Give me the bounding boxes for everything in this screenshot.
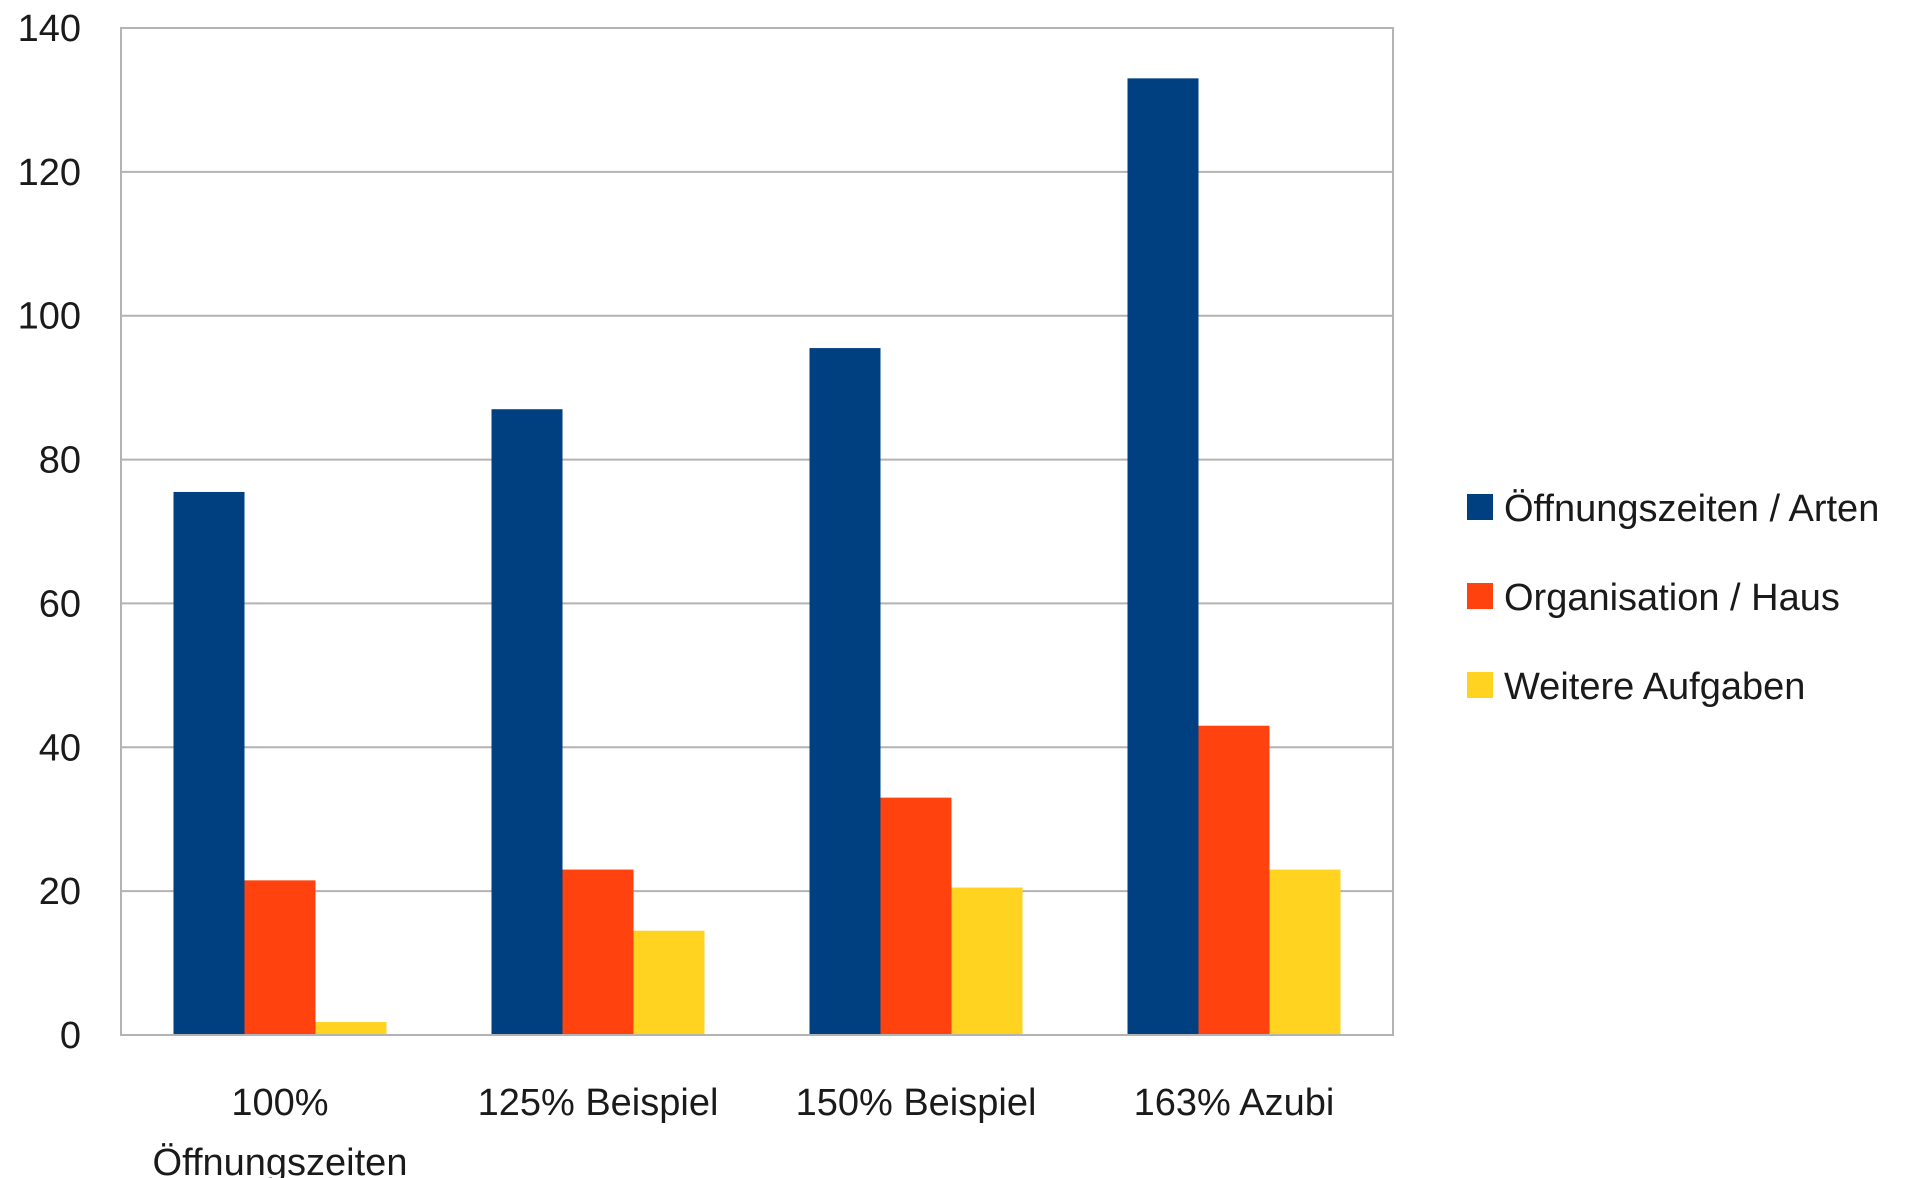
legend-swatch	[1467, 494, 1493, 520]
y-axis-ticks: 0 20 40 60 80 100 120 140	[18, 8, 81, 1057]
bar-oeffnungszeiten-arten	[173, 491, 245, 1035]
bar-organisation-haus	[562, 869, 634, 1035]
y-tick-label: 20	[39, 871, 81, 913]
x-axis-categories: 100% Öffnungszeiten 125% Beispiel 150% Beis…	[153, 1082, 1335, 1178]
y-tick-label: 60	[39, 583, 81, 625]
legend-swatch	[1467, 672, 1493, 698]
bar-organisation-haus	[244, 880, 316, 1035]
x-category-label: 163% Azubi	[1134, 1082, 1335, 1124]
bar-weitere-aufgaben	[315, 1022, 387, 1035]
bar-organisation-haus	[1198, 725, 1270, 1035]
legend-swatch	[1467, 583, 1493, 609]
bar-organisation-haus	[880, 797, 952, 1035]
bar-weitere-aufgaben	[951, 887, 1023, 1035]
x-category-label: Öffnungszeiten	[153, 1142, 408, 1178]
bars	[173, 78, 1341, 1036]
x-category-label: 125% Beispiel	[478, 1082, 719, 1124]
legend-label: Weitere Aufgaben	[1504, 666, 1805, 708]
y-tick-label: 140	[18, 8, 81, 50]
y-tick-label: 100	[18, 296, 81, 338]
legend: Öffnungszeiten / Arten Organisation / Hau…	[1467, 488, 1879, 708]
plot-area-frame	[120, 27, 1394, 1036]
y-tick-label: 120	[18, 152, 81, 194]
bar-oeffnungszeiten-arten	[809, 348, 881, 1035]
legend-label: Organisation / Haus	[1504, 577, 1840, 619]
y-tick-label: 40	[39, 727, 81, 769]
bar-weitere-aufgaben	[1269, 869, 1341, 1035]
bar-oeffnungszeiten-arten	[1127, 78, 1199, 1036]
y-tick-label: 0	[60, 1015, 81, 1057]
y-tick-label: 80	[39, 440, 81, 482]
bar-oeffnungszeiten-arten	[491, 409, 563, 1035]
legend-label: Öffnungszeiten / Arten	[1504, 488, 1879, 530]
x-category-label: 150% Beispiel	[796, 1082, 1037, 1124]
bar-weitere-aufgaben	[633, 930, 705, 1035]
x-category-label: 100%	[231, 1082, 328, 1124]
